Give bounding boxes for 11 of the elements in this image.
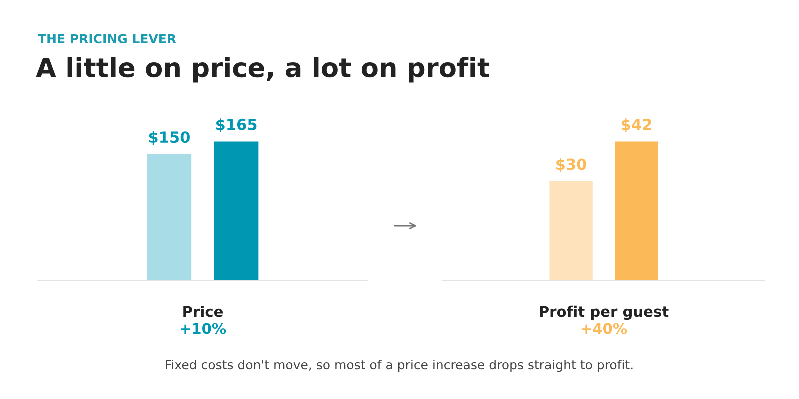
chart-title: THE PRICING LEVER: [38, 34, 176, 44]
x-axis-title: Profit per guest: [540, 306, 669, 320]
data-label: $30: [556, 158, 586, 172]
chart-subtitle: A little on price, a lot on profit: [36, 57, 490, 83]
data-label: $42: [622, 118, 652, 133]
text: Fixed costs don't move, so most of a price increase drops straight to profit.: [166, 360, 633, 372]
data-label: $150: [149, 131, 190, 146]
data-label: $165: [216, 118, 257, 133]
text: +40%: [582, 323, 628, 334]
text: +10%: [180, 323, 226, 334]
x-axis-title: Price: [184, 306, 223, 318]
